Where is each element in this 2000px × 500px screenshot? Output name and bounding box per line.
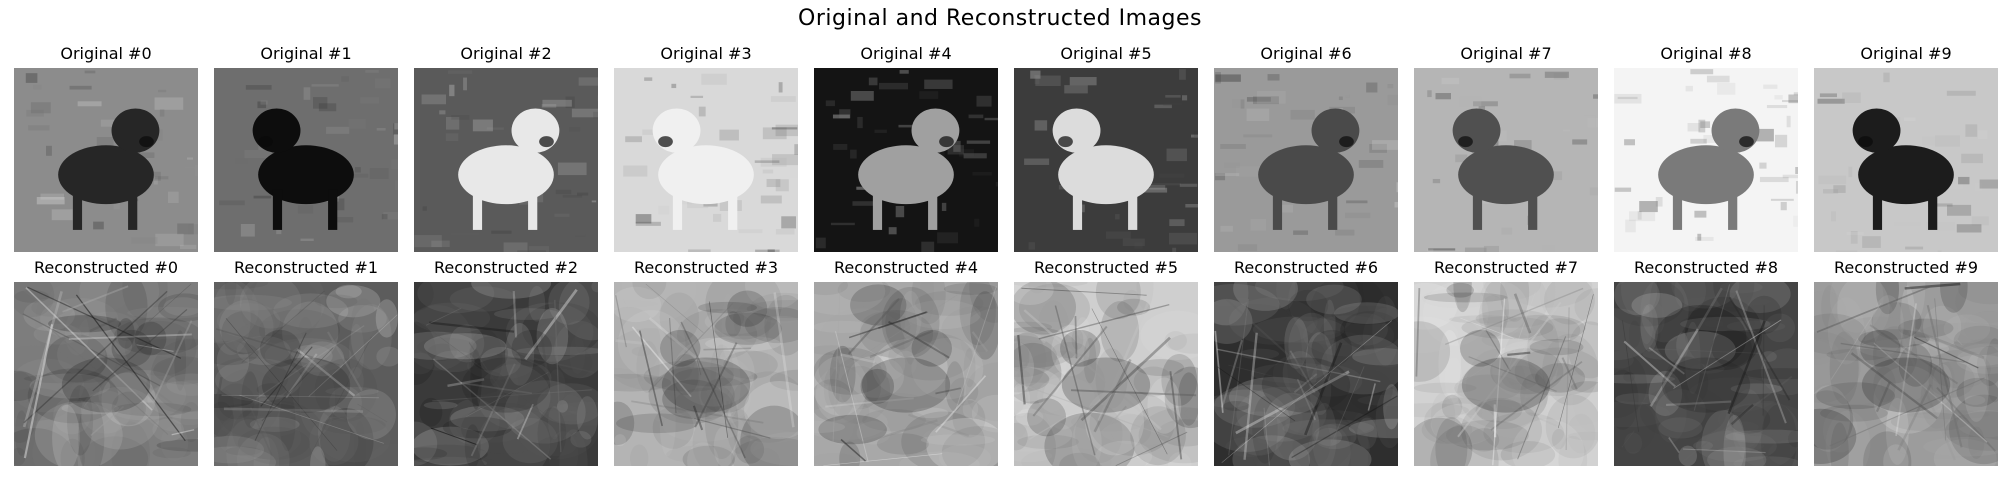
reconstructed-panel: Reconstructed #0 — [14, 258, 198, 466]
reconstructed-image — [1014, 282, 1198, 466]
original-title: Original #7 — [1460, 44, 1552, 63]
reconstructed-panel: Reconstructed #8 — [1614, 258, 1798, 466]
original-image — [1814, 68, 1998, 252]
original-title: Original #2 — [460, 44, 552, 63]
original-panel: Original #2 — [414, 44, 598, 252]
original-panel: Original #7 — [1414, 44, 1598, 252]
reconstructed-image — [214, 282, 398, 466]
original-image — [1614, 68, 1798, 252]
reconstructed-title: Reconstructed #5 — [1033, 258, 1179, 277]
reconstructed-image — [614, 282, 798, 466]
original-image — [614, 68, 798, 252]
original-panel: Original #3 — [614, 44, 798, 252]
reconstructed-title: Reconstructed #2 — [433, 258, 579, 277]
original-image — [14, 68, 198, 252]
original-panel: Original #0 — [14, 44, 198, 252]
original-title: Original #9 — [1860, 44, 1952, 63]
reconstructed-panel: Reconstructed #9 — [1814, 258, 1998, 466]
original-image — [814, 68, 998, 252]
reconstructed-title: Reconstructed #0 — [33, 258, 179, 277]
reconstructed-title: Reconstructed #1 — [233, 258, 379, 277]
reconstructed-title: Reconstructed #7 — [1433, 258, 1579, 277]
original-title: Original #3 — [660, 44, 752, 63]
original-image — [1214, 68, 1398, 252]
reconstructed-title: Reconstructed #9 — [1833, 258, 1979, 277]
reconstructed-title: Reconstructed #8 — [1633, 258, 1779, 277]
original-title: Original #6 — [1260, 44, 1352, 63]
reconstructed-panel: Reconstructed #7 — [1414, 258, 1598, 466]
reconstructed-panel: Reconstructed #5 — [1014, 258, 1198, 466]
reconstructed-title: Reconstructed #3 — [633, 258, 779, 277]
reconstructed-panel: Reconstructed #6 — [1214, 258, 1398, 466]
original-image — [1014, 68, 1198, 252]
reconstructed-image — [14, 282, 198, 466]
original-panel: Original #4 — [814, 44, 998, 252]
original-image — [214, 68, 398, 252]
reconstructed-panel: Reconstructed #2 — [414, 258, 598, 466]
original-image — [414, 68, 598, 252]
original-panel: Original #5 — [1014, 44, 1198, 252]
reconstructed-image — [1214, 282, 1398, 466]
reconstructed-title: Reconstructed #4 — [833, 258, 979, 277]
reconstructed-image — [414, 282, 598, 466]
original-title: Original #4 — [860, 44, 952, 63]
reconstructed-panel: Reconstructed #3 — [614, 258, 798, 466]
reconstructed-image — [1614, 282, 1798, 466]
reconstructed-image — [1814, 282, 1998, 466]
original-title: Original #0 — [60, 44, 152, 63]
original-panel: Original #1 — [214, 44, 398, 252]
original-panel: Original #6 — [1214, 44, 1398, 252]
reconstructed-image — [1414, 282, 1598, 466]
original-title: Original #1 — [260, 44, 352, 63]
original-panel: Original #8 — [1614, 44, 1798, 252]
original-title: Original #8 — [1660, 44, 1752, 63]
original-panel: Original #9 — [1814, 44, 1998, 252]
figure-title: Original and Reconstructed Images — [798, 6, 1202, 31]
reconstructed-image — [814, 282, 998, 466]
reconstructed-title: Reconstructed #6 — [1233, 258, 1379, 277]
reconstructed-panel: Reconstructed #4 — [814, 258, 998, 466]
original-title: Original #5 — [1060, 44, 1152, 63]
original-image — [1414, 68, 1598, 252]
reconstructed-panel: Reconstructed #1 — [214, 258, 398, 466]
